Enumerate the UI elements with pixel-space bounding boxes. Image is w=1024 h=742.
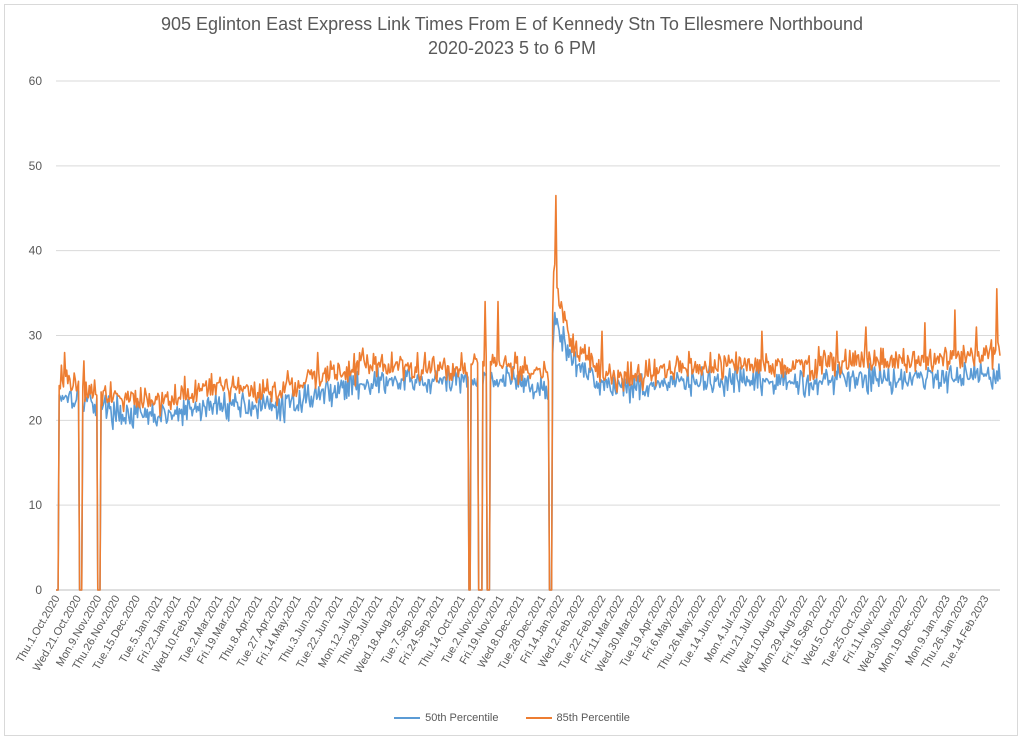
legend-label-50th: 50th Percentile xyxy=(425,712,499,724)
legend-swatch-50th xyxy=(394,717,421,719)
chart-title-block: 905 Eglinton East Express Link Times Fro… xyxy=(0,12,1024,60)
legend-item-85th: 85th Percentile xyxy=(525,712,630,724)
chart-frame xyxy=(4,4,1018,736)
gridlines xyxy=(56,80,1000,591)
series-line-85th-percentile xyxy=(56,194,1001,591)
y-tick-label: 50 xyxy=(29,159,43,173)
legend-item-50th: 50th Percentile xyxy=(394,712,498,724)
chart-subtitle: 2020-2023 5 to 6 PM xyxy=(427,38,597,58)
y-tick-label: 30 xyxy=(29,329,43,343)
y-tick-label: 10 xyxy=(29,498,43,512)
y-tick-label: 60 xyxy=(29,74,43,88)
chart-title: 905 Eglinton East Express Link Times Fro… xyxy=(160,14,864,34)
y-tick-label: 20 xyxy=(29,413,43,427)
legend-swatch-85th xyxy=(525,717,552,719)
legend: 50th Percentile 85th Percentile xyxy=(0,710,1024,724)
x-axis-tick-labels: Thu.1.Oct.2020Wed.21.Oct.2020Mon.9.Nov.2… xyxy=(14,594,991,676)
y-axis-tick-labels: 0 10 20 30 40 50 60 xyxy=(29,74,43,597)
series-lines xyxy=(56,194,1001,591)
y-tick-label: 0 xyxy=(35,583,42,597)
y-tick-label: 40 xyxy=(29,244,43,258)
legend-label-85th: 85th Percentile xyxy=(556,712,630,724)
series-line-50th-percentile xyxy=(56,311,1001,591)
